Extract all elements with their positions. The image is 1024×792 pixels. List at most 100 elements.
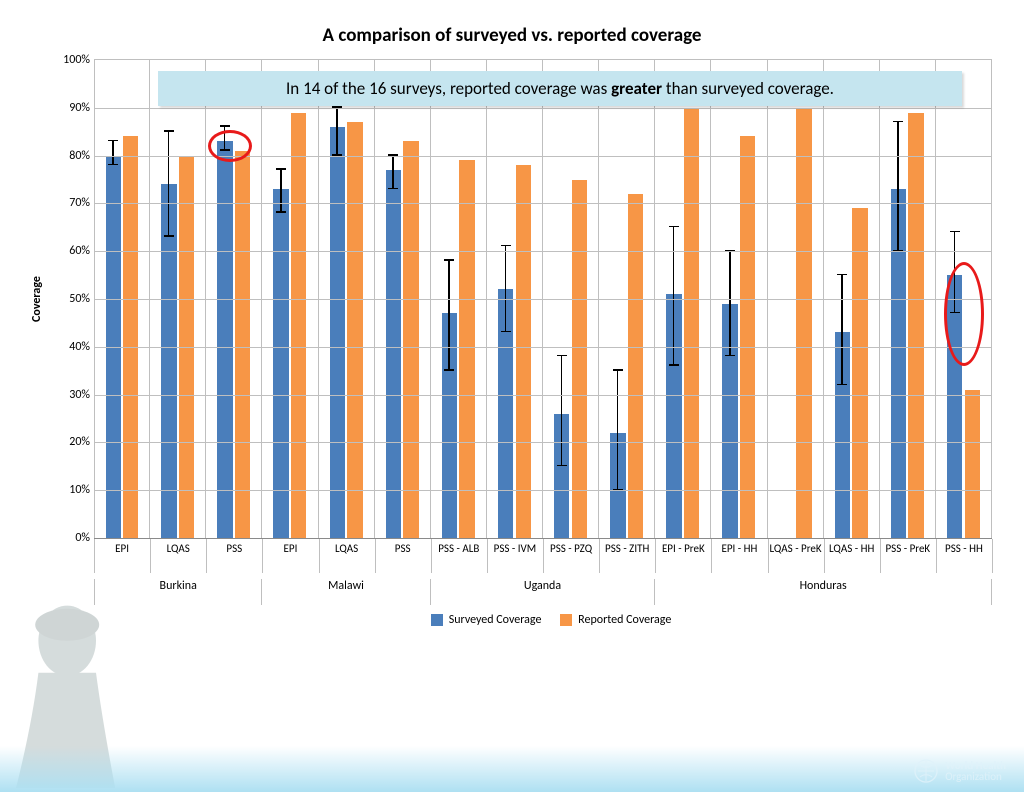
gridline xyxy=(94,108,992,109)
error-cap xyxy=(220,149,230,151)
x-label: LQAS - PreK xyxy=(768,543,824,555)
x-label: PSS - PreK xyxy=(880,543,936,555)
bar-reported xyxy=(852,208,867,538)
bar-reported xyxy=(459,160,474,538)
error-cap xyxy=(669,364,679,366)
bar-reported xyxy=(403,141,418,538)
error-cap xyxy=(893,121,903,123)
x-label: LQAS xyxy=(319,543,375,555)
ytick-label: 10% xyxy=(50,483,90,497)
bar-reported xyxy=(123,136,138,538)
x-label: PSS - HH xyxy=(936,543,992,555)
bar-reported xyxy=(628,194,643,538)
error-cap xyxy=(557,465,567,467)
error-cap xyxy=(613,369,623,371)
country-label: Uganda xyxy=(431,579,656,605)
error-cap xyxy=(276,168,286,170)
x-separator xyxy=(94,539,95,573)
gridline xyxy=(94,203,992,204)
ytick-label: 50% xyxy=(50,292,90,306)
x-label: PSS xyxy=(375,543,431,555)
error-bar xyxy=(897,122,899,251)
ytick-label: 60% xyxy=(50,244,90,258)
error-bar xyxy=(336,108,338,156)
error-cap xyxy=(164,235,174,237)
error-cap xyxy=(164,130,174,132)
error-bar xyxy=(673,227,675,366)
callout-bold: greater xyxy=(611,78,662,99)
who-logo: World HealthOrganization xyxy=(913,758,1006,784)
gridline xyxy=(94,395,992,396)
error-cap xyxy=(108,140,118,142)
legend-label-surveyed: Surveyed Coverage xyxy=(449,613,542,627)
bar-surveyed xyxy=(947,275,962,538)
legend-swatch-reported xyxy=(560,614,572,626)
ytick-label: 80% xyxy=(50,149,90,163)
error-bar xyxy=(841,275,843,385)
bar-reported xyxy=(965,390,980,538)
error-bar xyxy=(954,232,956,313)
error-cap xyxy=(276,211,286,213)
x-label: PSS - PZQ xyxy=(543,543,599,555)
chart-title: A comparison of surveyed vs. reported co… xyxy=(0,24,1024,47)
legend-label-reported: Reported Coverage xyxy=(578,613,671,627)
ytick-label: 20% xyxy=(50,435,90,449)
x-separator xyxy=(599,539,600,573)
bar-reported xyxy=(235,151,250,538)
gridline xyxy=(94,299,992,300)
x-separator xyxy=(375,539,376,573)
bar-surveyed xyxy=(330,127,345,538)
error-cap xyxy=(725,355,735,357)
x-label: PSS xyxy=(206,543,262,555)
x-label: EPI - PreK xyxy=(655,543,711,555)
gridline xyxy=(94,347,992,348)
bar-reported xyxy=(908,113,923,538)
bar-reported xyxy=(347,122,362,538)
x-label: PSS - ZITH xyxy=(599,543,655,555)
x-separator xyxy=(431,539,432,573)
x-separator xyxy=(880,539,881,573)
error-cap xyxy=(388,188,398,190)
x-separator xyxy=(543,539,544,573)
error-cap xyxy=(501,331,511,333)
ytick-label: 90% xyxy=(50,101,90,115)
error-bar xyxy=(448,261,450,371)
bar-reported xyxy=(796,108,811,538)
callout-prefix: In 14 of the 16 surveys, reported covera… xyxy=(286,78,611,99)
x-separator xyxy=(206,539,207,573)
x-separator xyxy=(319,539,320,573)
x-separator xyxy=(655,539,656,573)
error-cap xyxy=(108,164,118,166)
error-bar xyxy=(224,127,226,151)
error-cap xyxy=(837,274,847,276)
error-cap xyxy=(950,231,960,233)
x-label: EPI xyxy=(94,543,150,555)
bar-reported xyxy=(291,113,306,538)
x-separator xyxy=(487,539,488,573)
bar-reported xyxy=(516,165,531,538)
legend-swatch-surveyed xyxy=(431,614,443,626)
chart-container: In 14 of the 16 surveys, reported covera… xyxy=(94,59,992,627)
who-line2: Organization xyxy=(945,770,1002,783)
x-label: LQAS - HH xyxy=(824,543,880,555)
country-label: Honduras xyxy=(655,579,992,605)
bar-surveyed xyxy=(161,184,176,538)
error-cap xyxy=(444,369,454,371)
ytick-label: 0% xyxy=(50,531,90,545)
gridline xyxy=(94,442,992,443)
error-cap xyxy=(669,226,679,228)
callout-box: In 14 of the 16 surveys, reported covera… xyxy=(158,71,962,106)
error-bar xyxy=(392,156,394,189)
callout-suffix: than surveyed coverage. xyxy=(662,78,834,99)
bar-surveyed xyxy=(386,170,401,538)
ytick-label: 100% xyxy=(50,53,90,67)
ytick-label: 70% xyxy=(50,196,90,210)
x-separator xyxy=(711,539,712,573)
bar-reported xyxy=(572,180,587,539)
bar-surveyed xyxy=(217,141,232,538)
y-axis-label: Coverage xyxy=(30,276,44,322)
error-cap xyxy=(444,259,454,261)
x-separator xyxy=(936,539,937,573)
ytick-label: 30% xyxy=(50,388,90,402)
x-separator xyxy=(992,539,993,573)
